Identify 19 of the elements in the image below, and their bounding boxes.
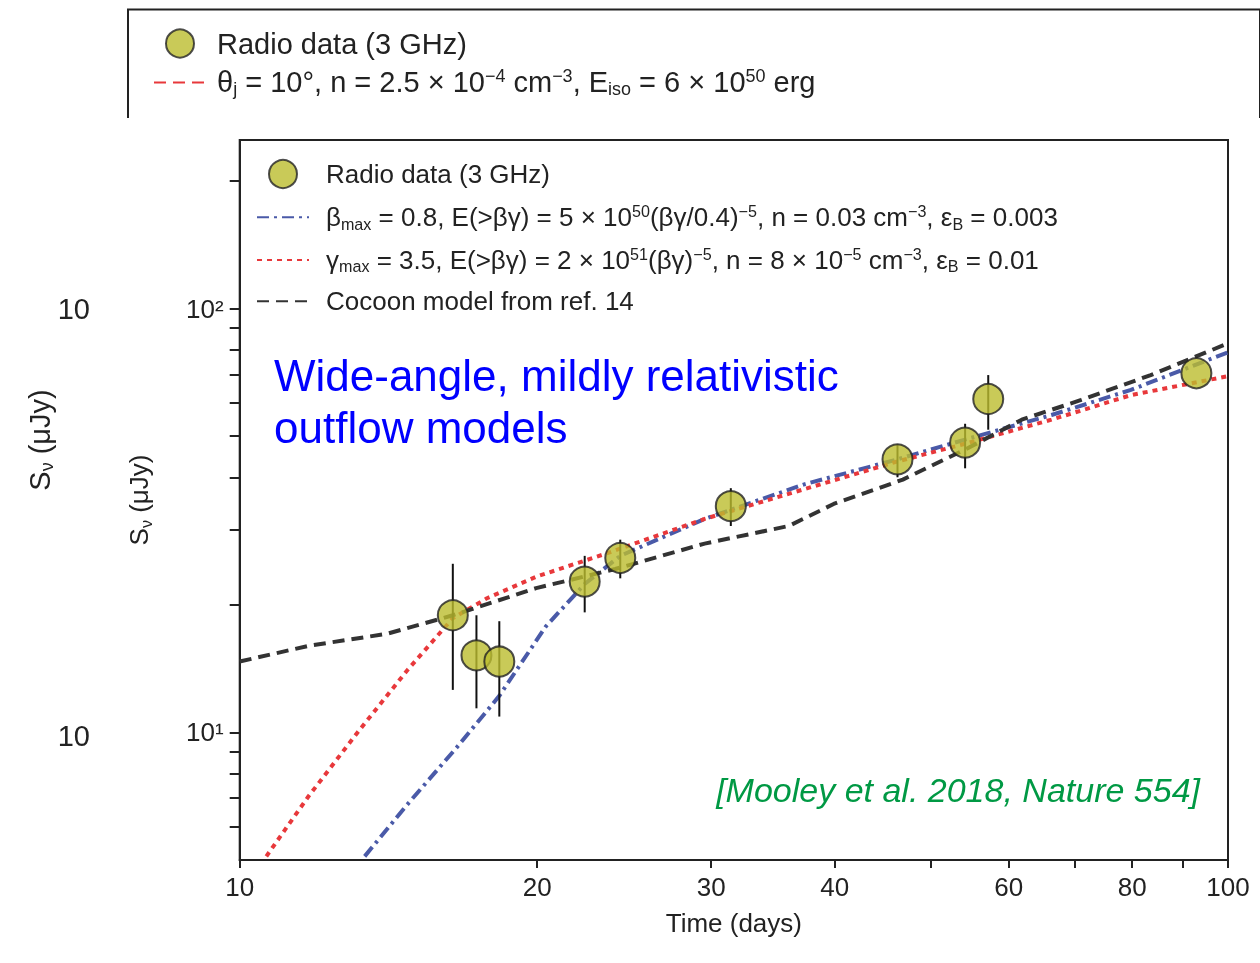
text: 10 [57,720,90,753]
y-axis-title: Sν (μJy) [124,454,155,546]
x-tick-label: 10 [225,872,255,902]
x-tick-label: 60 [994,872,1024,902]
x-tick-label: 100 [1206,872,1250,902]
text: Sν (μJy) [24,389,57,491]
y-tick-label: 10² [186,293,225,324]
annotation: [Mooley et al. 2018, Nature 554] [715,771,1202,810]
annotation: Wide-angle, mildly relativistic outflow models [274,351,839,453]
x-tick-label: 40 [820,872,850,902]
x-tick-label: 20 [522,872,552,902]
legend-label: Radio data (3 GHz) [326,159,550,189]
x-axis-title: Time (days) [665,908,802,938]
x-tick-label: 80 [1117,872,1147,902]
y-tick-label: 10¹ [186,717,225,748]
legend-label: Radio data (3 GHz) [217,27,467,60]
text: 10 [57,293,90,326]
legend-label: Cocoon model from ref. 14 [326,286,634,317]
x-tick-label: 30 [696,872,726,902]
